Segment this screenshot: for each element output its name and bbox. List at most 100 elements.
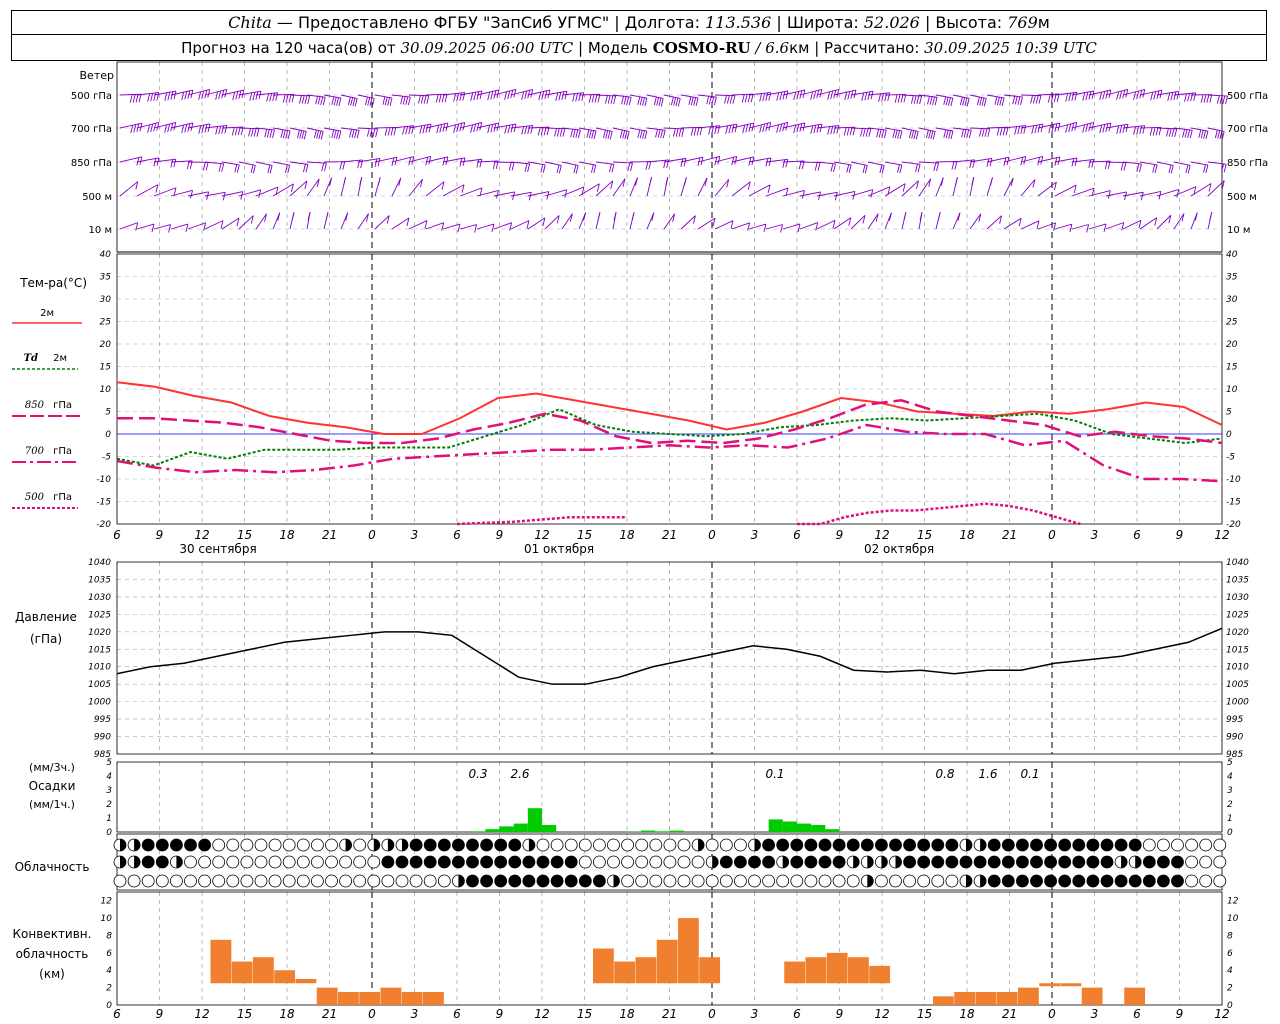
wind-barb-tick: [384, 97, 388, 106]
hour-tick-top: 12: [874, 528, 889, 542]
wind-barb-tick: [903, 94, 907, 103]
wind-barb: [714, 155, 737, 163]
wind-barb: [1122, 219, 1142, 230]
wind-barb: [289, 180, 308, 197]
wind-barb-tick: [763, 223, 767, 233]
wind-barb-tick: [693, 127, 697, 136]
wind-barb-tick: [899, 164, 903, 174]
wind-barb: [544, 189, 567, 197]
cloud-symbol: [254, 855, 268, 869]
wind-barb: [255, 92, 278, 96]
wind-barb-tick: [1082, 92, 1086, 101]
wind-barb-tick: [768, 122, 772, 131]
temp-tick-right: -5: [1226, 453, 1235, 463]
wind-barb-tick: [266, 129, 270, 138]
wind-barb-tick: [732, 95, 736, 104]
wind-barb: [578, 93, 600, 96]
wind-barb-tick: [524, 90, 528, 100]
cloud-symbol: [1157, 855, 1170, 869]
wind-barb: [493, 161, 515, 163]
wind-barb-tick: [222, 192, 226, 201]
wind-barb-tick: [527, 90, 531, 99]
model-res: 6.6: [765, 39, 790, 57]
wind-barb: [714, 123, 738, 129]
wind-barb-tick: [202, 162, 206, 171]
cloud-symbol-half: [980, 875, 987, 887]
wind-barb-tick: [782, 123, 786, 132]
hour-tick-bottom: 12: [194, 1007, 209, 1021]
wind-barb-tick: [527, 125, 531, 134]
wind-barb-tick: [352, 97, 356, 107]
wind-barb-tick: [474, 224, 478, 233]
wind-barb-tick: [1020, 157, 1024, 166]
wind-barb-tick: [272, 92, 276, 102]
cloud-symbol: [1157, 838, 1170, 852]
wind-barb: [1139, 126, 1162, 129]
wind-barb: [408, 220, 428, 230]
cloud-symbol: [818, 874, 832, 888]
temp-series-0: [116, 381, 1223, 435]
wind-barb: [833, 161, 852, 166]
wind-barb-tick: [680, 158, 684, 167]
wind-barb-tick: [1173, 91, 1177, 100]
conv-tick: 12: [101, 897, 113, 907]
wind-barb-tick: [966, 129, 970, 138]
temp-tick: 30: [100, 295, 112, 305]
wind-barb-tick: [994, 96, 998, 105]
wind-barb-tick: [888, 212, 892, 221]
wind-barb: [884, 127, 903, 132]
wind-barb: [578, 161, 596, 166]
cloud-symbol: [719, 874, 733, 888]
wind-barb: [1071, 121, 1094, 129]
wind-barb-tick: [940, 177, 944, 186]
wind-level-label: 500 гПа: [71, 91, 112, 102]
hour-tick-top: 9: [496, 528, 504, 542]
cloud-symbol: [677, 855, 691, 869]
wind-barb-tick: [862, 164, 866, 174]
wind-barb-tick: [377, 177, 381, 186]
wind-barb-tick: [1185, 164, 1189, 174]
wind-barb-tick: [1071, 92, 1075, 101]
wind-barb-tick: [747, 181, 751, 190]
wind-barb-tick: [908, 129, 912, 139]
wind-barb: [357, 157, 381, 163]
cloud-symbol: [564, 838, 578, 852]
cloud-symbol: [409, 874, 423, 888]
wind-barb-tick: [558, 92, 562, 101]
cloud-symbol: [1058, 838, 1072, 852]
wind-barb: [425, 222, 444, 230]
cloud-symbol: [1213, 855, 1227, 869]
wind-barb-tick: [284, 164, 288, 173]
wind-barb: [1088, 223, 1107, 230]
wind-barb-tick: [329, 177, 333, 186]
t700-label: 700: [25, 446, 45, 457]
wind-barb: [969, 127, 990, 130]
temp-tick-right: 35: [1226, 273, 1238, 283]
wind-barb-tick: [883, 129, 887, 139]
wind-barb-tick: [1020, 96, 1023, 106]
precip-tick-right: 0: [1227, 828, 1233, 838]
wind-barb-tick: [928, 130, 932, 139]
wind-barb: [119, 122, 143, 129]
wind-barb-tick: [461, 184, 465, 193]
cloud-symbol-half: [782, 856, 789, 868]
hour-tick-top: 6: [113, 528, 121, 542]
wind-barb-tick: [453, 93, 457, 102]
wind-barb-tick: [1102, 91, 1106, 100]
wind-barb-tick: [785, 159, 789, 168]
wind-barb-tick: [496, 190, 499, 199]
wind-barb-tick: [981, 97, 985, 107]
wind-barb-tick: [1193, 186, 1197, 195]
wind-barb-tick: [672, 213, 676, 222]
cloud-symbol: [677, 874, 691, 888]
wind-barb-tick: [819, 123, 823, 133]
wind-barb: [1037, 156, 1060, 163]
wind-barb: [493, 88, 516, 96]
pres-tick: 1030: [88, 593, 111, 603]
wind-barb-tick: [862, 215, 866, 224]
conv-tick: 2: [106, 984, 112, 994]
wind-barb-tick: [1086, 224, 1090, 233]
wind-barb: [1054, 157, 1078, 163]
wind-barb: [136, 92, 159, 96]
cloud-symbol: [649, 874, 663, 888]
